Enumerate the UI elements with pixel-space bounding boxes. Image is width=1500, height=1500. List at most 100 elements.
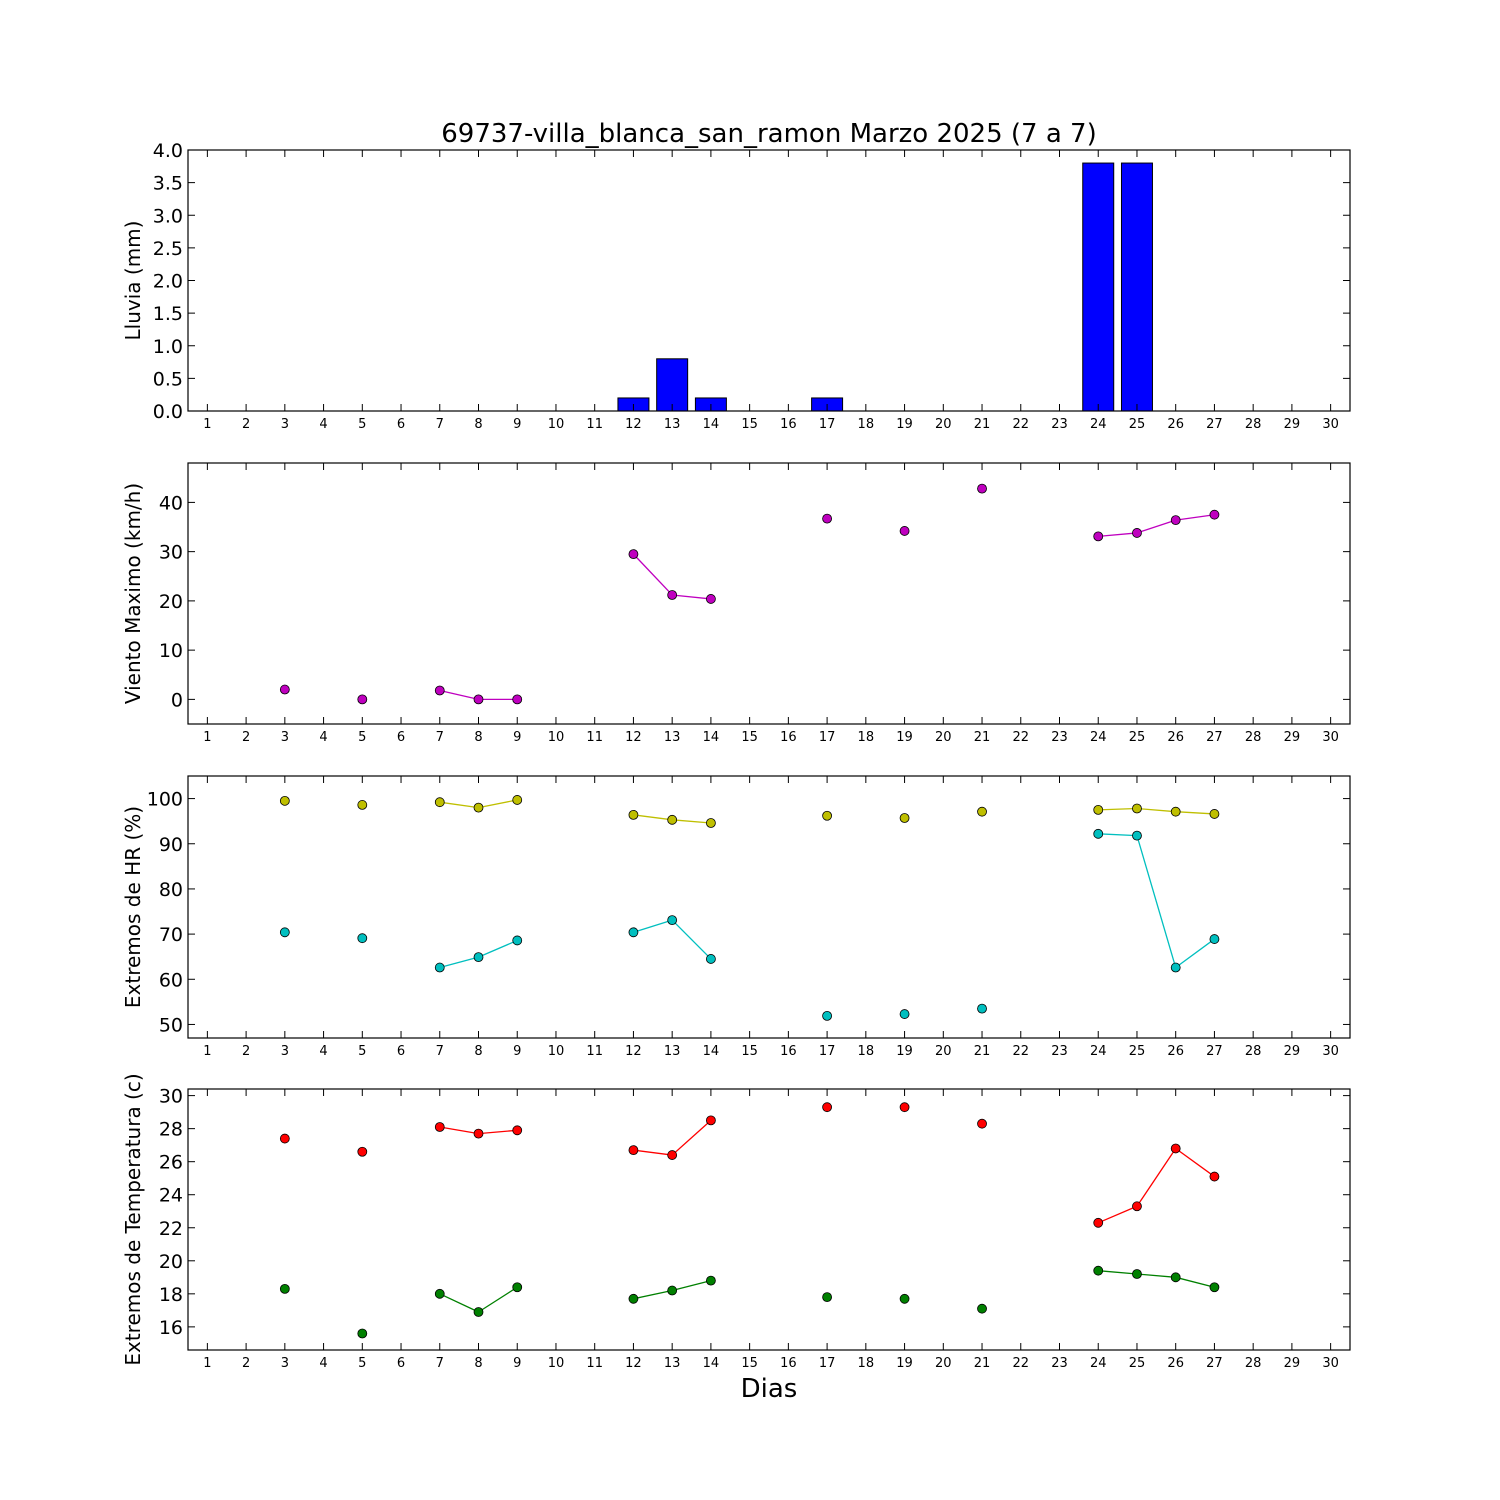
series-0-point-day-24 bbox=[1093, 531, 1104, 542]
series-0-segment-day-26 bbox=[1175, 1147, 1215, 1178]
series-0-point-day-8 bbox=[473, 802, 484, 813]
y-tick-label: 80 bbox=[159, 879, 183, 901]
series-1-point-day-17 bbox=[822, 1292, 832, 1303]
x-tick-label: 20 bbox=[935, 1356, 952, 1371]
panel-temperatura: 1 2 3 4 5 6 7 8 9 10 11 12 13 14 15 16 17 18 19 20 21 22 23 24 2… bbox=[121, 1073, 1351, 1371]
series-0-point-day-26 bbox=[1170, 515, 1181, 526]
series-1-segment-day-8 bbox=[478, 939, 518, 958]
x-tick-label: 18 bbox=[858, 1356, 875, 1371]
x-tick-label: 15 bbox=[741, 730, 758, 745]
x-tick-label: 3 bbox=[281, 1044, 289, 1059]
series-1-segment-day-24 bbox=[1098, 833, 1137, 837]
series-1-segment-day-26 bbox=[1175, 1276, 1215, 1288]
y-tick-label: 18 bbox=[159, 1284, 183, 1306]
x-tick-label: 29 bbox=[1284, 1044, 1301, 1059]
x-tick-label: 17 bbox=[819, 1356, 836, 1371]
series-0-point-day-3 bbox=[279, 1133, 290, 1144]
x-tick-label: 4 bbox=[319, 730, 327, 745]
x-tick-label: 19 bbox=[896, 1356, 913, 1371]
x-tick-label: 7 bbox=[436, 1044, 444, 1059]
series-0-segment-day-12 bbox=[633, 814, 673, 821]
series-1-point-day-7 bbox=[434, 1288, 445, 1299]
panel-hr: 1 2 3 4 5 6 7 8 9 10 11 12 13 14 15 16 17 18 19 20 21 22 23 24 2… bbox=[121, 775, 1351, 1059]
x-tick-label: 14 bbox=[703, 417, 720, 432]
series-0-segment-day-8 bbox=[478, 799, 518, 809]
x-tick-label: 17 bbox=[819, 730, 836, 745]
x-tick-label: 20 bbox=[935, 730, 952, 745]
x-tick-label: 30 bbox=[1322, 1044, 1339, 1059]
x-tick-label: 10 bbox=[548, 1356, 565, 1371]
series-0-segment-day-24 bbox=[1097, 1205, 1138, 1224]
x-tick-label: 24 bbox=[1090, 1356, 1107, 1371]
y-tick-label: 70 bbox=[159, 924, 183, 946]
x-tick-label: 13 bbox=[664, 730, 681, 745]
x-tick-label: 19 bbox=[896, 1044, 913, 1059]
series-1-point-day-19 bbox=[899, 1293, 910, 1304]
x-tick-label: 13 bbox=[664, 1044, 681, 1059]
series-0-point-day-13 bbox=[667, 1150, 678, 1160]
x-tick-label: 23 bbox=[1051, 1356, 1068, 1371]
y-tick-label: 28 bbox=[159, 1119, 183, 1141]
series-0-point-day-14 bbox=[706, 818, 716, 828]
y-tick-label: 3.5 bbox=[153, 173, 183, 195]
y-tick-label: 3.0 bbox=[153, 205, 183, 227]
series-1-point-day-14 bbox=[706, 1275, 716, 1286]
y-axis-label: Extremos de Temperatura (c) bbox=[121, 1073, 145, 1365]
series-1-point-day-25 bbox=[1132, 1269, 1142, 1279]
series-1-segment-day-12 bbox=[633, 1289, 673, 1300]
x-tick-label: 1 bbox=[203, 417, 211, 432]
series-1-segment-day-8 bbox=[478, 1286, 518, 1313]
y-axis-label: Lluvia (mm) bbox=[121, 221, 145, 341]
x-tick-label: 26 bbox=[1167, 730, 1184, 745]
x-tick-label: 16 bbox=[780, 730, 797, 745]
x-tick-label: 19 bbox=[896, 730, 913, 745]
series-1-segment-day-7 bbox=[439, 956, 479, 969]
x-tick-label: 5 bbox=[358, 1044, 366, 1059]
axes-frame bbox=[187, 462, 1351, 725]
series-1-point-day-9 bbox=[512, 935, 523, 946]
y-tick-label: 60 bbox=[159, 969, 183, 991]
series-0-point-day-25 bbox=[1132, 803, 1142, 814]
series-0-point-day-5 bbox=[357, 694, 368, 705]
series-1-point-day-8 bbox=[473, 952, 484, 963]
x-tick-label: 12 bbox=[625, 1356, 642, 1371]
series-1-point-day-13 bbox=[667, 1285, 678, 1296]
y-tick-label: 0.0 bbox=[153, 401, 183, 423]
x-tick-label: 29 bbox=[1284, 417, 1301, 432]
series-0-point-day-9 bbox=[512, 694, 523, 705]
x-tick-label: 26 bbox=[1167, 1356, 1184, 1371]
x-tick-label: 6 bbox=[397, 730, 405, 745]
series-0-segment-day-25 bbox=[1136, 807, 1176, 813]
series-0-point-day-9 bbox=[512, 795, 523, 805]
series-0-point-day-13 bbox=[667, 590, 678, 600]
series-0-point-day-21 bbox=[977, 483, 987, 494]
x-tick-label: 10 bbox=[548, 417, 565, 432]
series-0-point-day-12 bbox=[628, 809, 639, 820]
y-tick-label: 10 bbox=[159, 640, 183, 662]
y-tick-label: 40 bbox=[159, 492, 183, 514]
x-tick-label: 7 bbox=[436, 1356, 444, 1371]
y-tick-label: 4.0 bbox=[153, 140, 183, 162]
x-tick-label: 22 bbox=[1012, 1044, 1029, 1059]
series-0-point-day-26 bbox=[1170, 806, 1181, 817]
series-0-point-day-5 bbox=[357, 800, 368, 810]
series-0-point-day-7 bbox=[434, 685, 445, 696]
y-axis-label: Viento Maximo (km/h) bbox=[121, 483, 145, 704]
x-tick-label: 23 bbox=[1051, 1044, 1068, 1059]
bar-day-25 bbox=[1120, 162, 1153, 412]
x-tick-label: 9 bbox=[513, 1356, 521, 1371]
x-tick-label: 8 bbox=[474, 1044, 482, 1059]
series-1-point-day-14 bbox=[706, 954, 716, 964]
x-tick-label: 10 bbox=[548, 1044, 565, 1059]
x-tick-label: 15 bbox=[741, 1044, 758, 1059]
series-0-point-day-21 bbox=[977, 806, 987, 817]
series-0-point-day-8 bbox=[473, 694, 484, 705]
x-tick-label: 25 bbox=[1129, 1044, 1146, 1059]
series-0-point-day-27 bbox=[1209, 509, 1220, 520]
series-0-point-day-17 bbox=[822, 1102, 832, 1113]
x-tick-label: 24 bbox=[1090, 730, 1107, 745]
series-0-point-day-19 bbox=[899, 813, 910, 823]
series-1-point-day-24 bbox=[1093, 1265, 1104, 1276]
